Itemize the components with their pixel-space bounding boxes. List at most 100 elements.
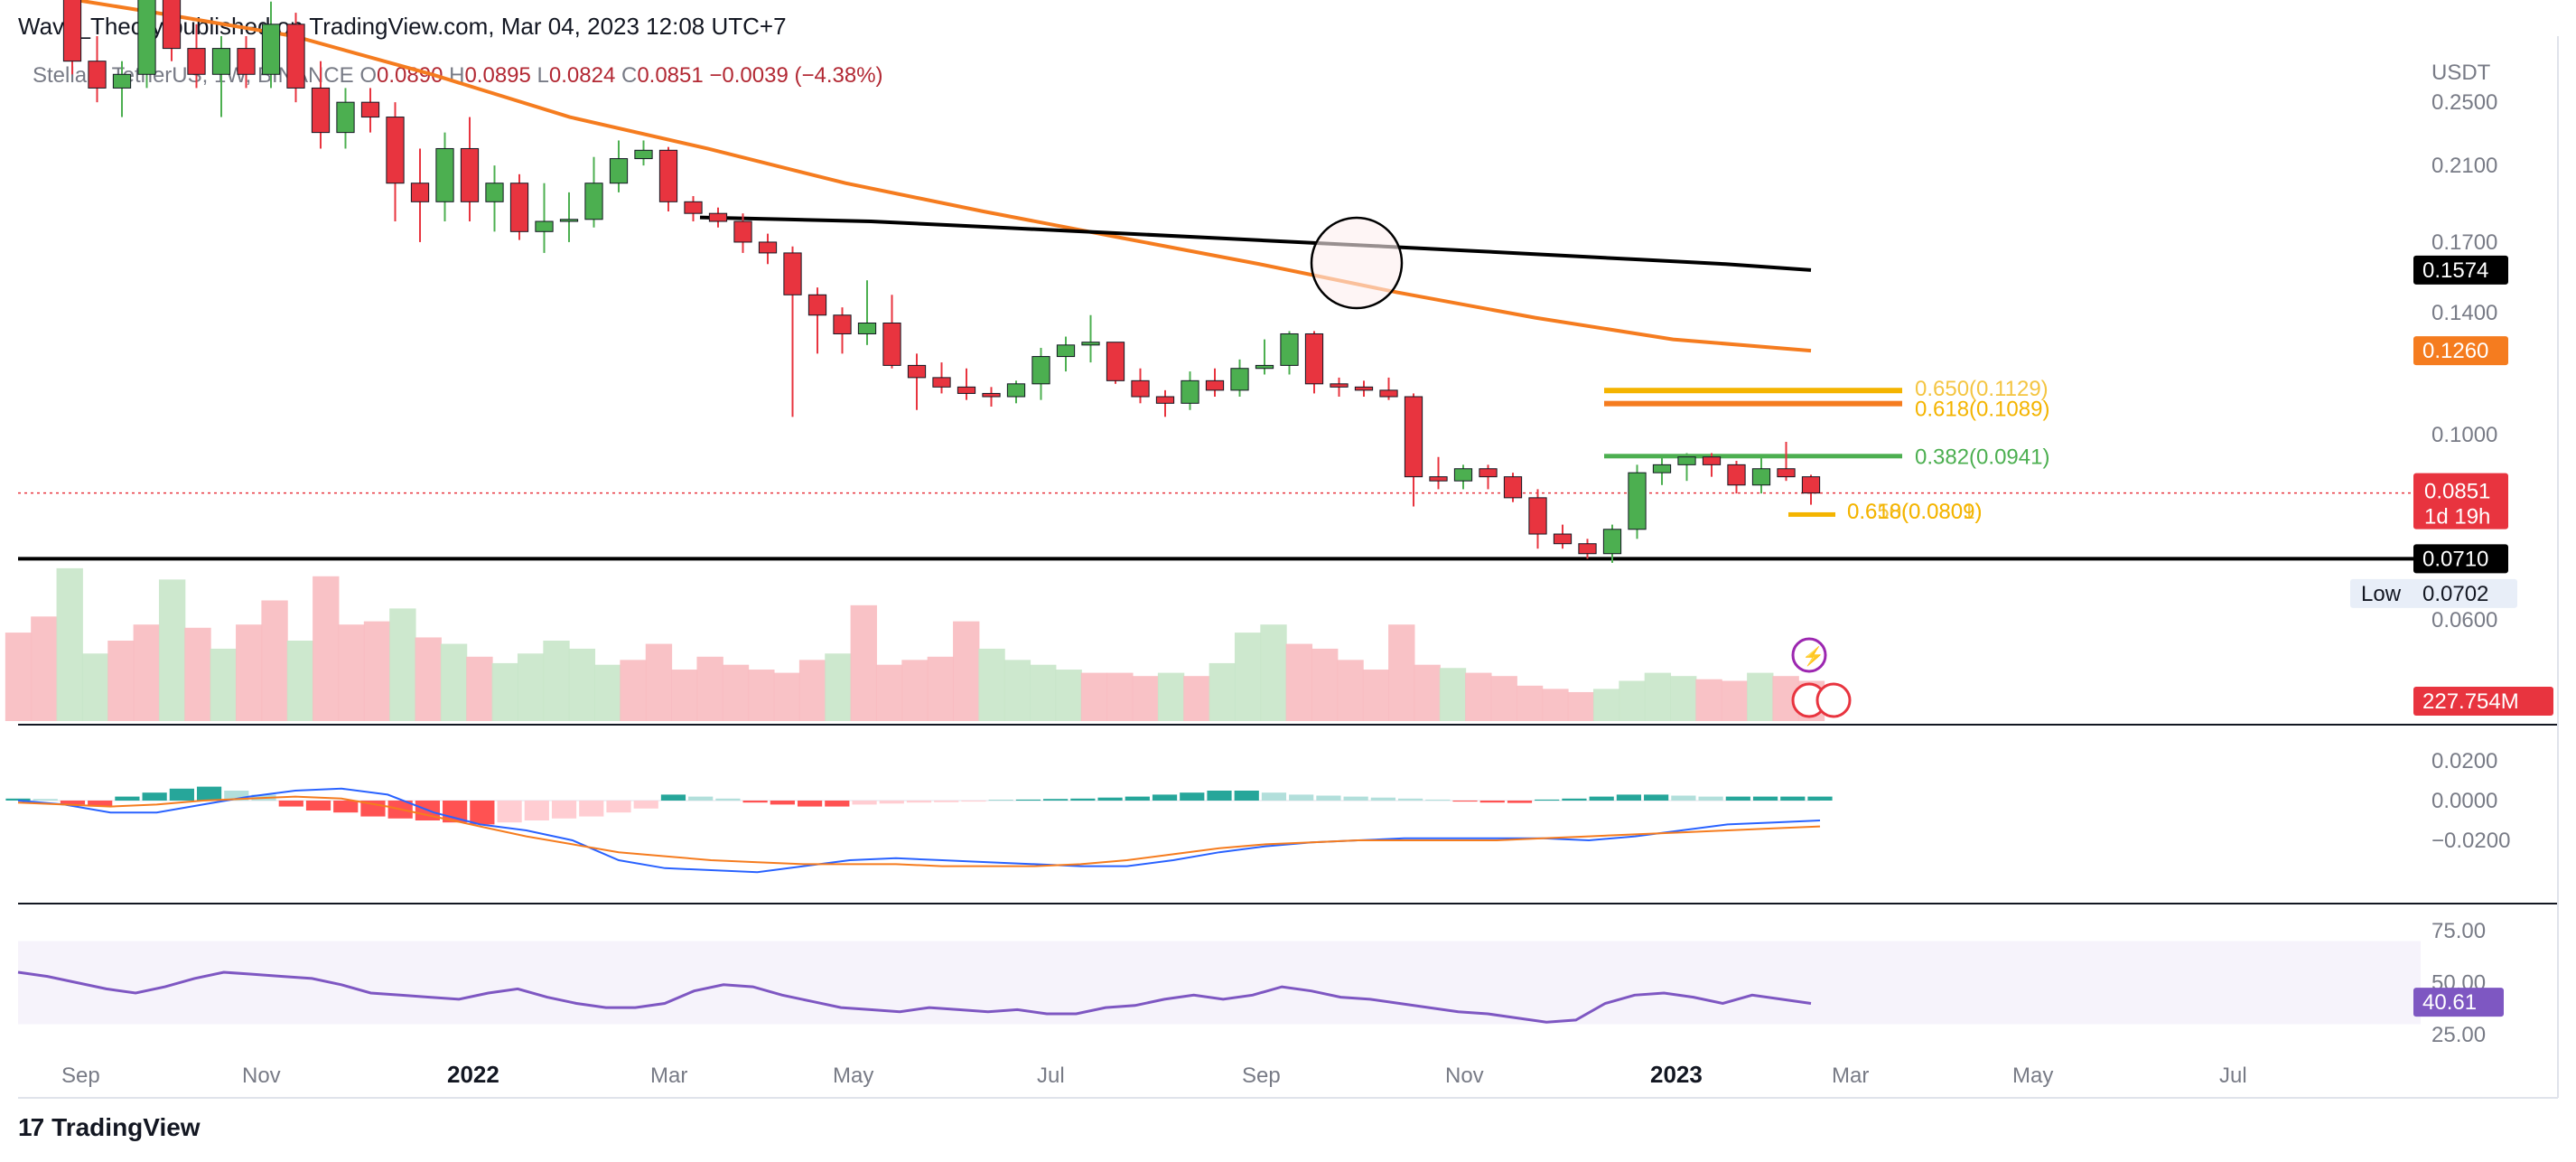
macd-histogram-bar (88, 801, 113, 807)
macd-histogram-bar (1015, 799, 1041, 801)
volume-bar (1209, 662, 1236, 721)
macd-histogram-bar (1370, 797, 1395, 801)
tradingview-brand[interactable]: 17 TradingView (18, 1113, 201, 1142)
time-axis-label: May (2012, 1064, 2053, 1088)
candle-body (1628, 472, 1647, 530)
time-axis-label: Nov (1445, 1064, 1484, 1088)
volume-bar (313, 576, 340, 721)
volume-bar (1542, 689, 1569, 721)
fib-label-upper-650: 0.650(0.1129) (1915, 377, 2049, 401)
macd-histogram-bar (5, 798, 31, 801)
volume-bar (56, 567, 83, 721)
candle-body (1751, 468, 1771, 486)
volume-bar (210, 648, 238, 721)
macd-histogram-bar (934, 801, 959, 802)
candle-body (758, 241, 778, 254)
macd-histogram-bar (524, 801, 549, 820)
support-price-tag: 0.0710 (2422, 547, 2488, 571)
volume-bar (1003, 660, 1031, 721)
candle-body (857, 322, 877, 334)
macd-histogram-bar (660, 794, 686, 801)
macd-histogram-bar (278, 801, 303, 807)
candle-body (137, 0, 156, 75)
rsi-band (18, 941, 2421, 1025)
tradingview-logo-icon: 17 (18, 1113, 44, 1141)
candle-body (1479, 468, 1498, 478)
last-price-tag-bg (2413, 473, 2508, 529)
macd-histogram-bar (1180, 792, 1205, 801)
volume-bar (184, 627, 211, 721)
volume-bar (543, 641, 570, 721)
macd-histogram-bar (606, 801, 631, 813)
candle-body (957, 386, 976, 394)
candle-body (410, 183, 430, 202)
candle-body (1429, 476, 1448, 482)
macd-histogram-bar (33, 799, 58, 801)
volume-bar (1030, 664, 1057, 721)
candle-body (1155, 396, 1175, 404)
volume-bar (107, 641, 135, 721)
macd-histogram-bar (579, 801, 604, 817)
candle-body (1255, 364, 1274, 370)
volume-bar (1132, 676, 1159, 721)
time-axis-label: Sep (1242, 1064, 1281, 1088)
candle-body (1106, 342, 1125, 381)
macd-histogram-bar (1152, 794, 1178, 801)
candle-body (1453, 468, 1473, 482)
candle-body (286, 23, 305, 89)
macd-histogram-bar (797, 801, 823, 807)
us-flag-icon (1815, 682, 1852, 718)
macd-histogram-bar (470, 801, 495, 825)
time-axis-label: Mar (650, 1064, 687, 1088)
candle-body (733, 220, 752, 243)
candle-body (1528, 497, 1547, 535)
volume-bar (1695, 679, 1722, 721)
candle-body (807, 294, 827, 316)
macd-axis-tick: −0.0200 (2431, 829, 2510, 853)
time-axis-label: Jul (2219, 1064, 2247, 1088)
candle-body (1205, 380, 1225, 391)
candle-body (386, 117, 405, 184)
support-price-tag-bg (2413, 544, 2508, 574)
candle-body (1777, 468, 1796, 478)
volume-bar (875, 664, 903, 721)
macd-histogram-bar (224, 791, 249, 801)
macd-histogram-bar (688, 796, 714, 801)
time-axis-label: May (833, 1064, 873, 1088)
rsi-line (17, 970, 1812, 1024)
candle-body (485, 183, 504, 202)
volume-bar (1721, 680, 1749, 721)
price-axis-tick: 0.1400 (2431, 301, 2497, 325)
candle-body (1652, 464, 1672, 473)
volume-bar (440, 643, 468, 721)
close-label: C (621, 63, 638, 88)
volume-bar (1388, 624, 1415, 721)
candle-body (1503, 476, 1523, 499)
macd-histogram-bar (1616, 794, 1642, 801)
macd-histogram-bar (1097, 797, 1123, 801)
macd-histogram-bar (1425, 799, 1451, 801)
volume-bar (1567, 691, 1594, 721)
volume-bar (722, 664, 750, 721)
macd-histogram-bar (1780, 796, 1806, 801)
macd-histogram-bar (333, 801, 359, 813)
volume-bar (286, 641, 314, 721)
rsi-value-tag-bg (2413, 988, 2504, 1017)
candle-body (88, 61, 107, 89)
macd-histogram-bar (1562, 798, 1587, 801)
macd-histogram-bar (497, 801, 522, 823)
ma-black-price-tag-bg (2413, 255, 2508, 285)
volume-bar (1285, 643, 1313, 721)
volume-bar (1644, 672, 1672, 721)
macd-histogram-bar (115, 796, 140, 801)
price-axis-currency: USDT (2431, 61, 2491, 85)
candle-body (535, 220, 554, 232)
macd-histogram-bar (1261, 792, 1287, 801)
candle-body (1081, 342, 1100, 346)
volume-bar (261, 600, 288, 721)
macd-histogram-bar (1752, 796, 1778, 801)
candle-body (62, 0, 82, 62)
macd-axis-tick: 0.0200 (2431, 749, 2497, 773)
